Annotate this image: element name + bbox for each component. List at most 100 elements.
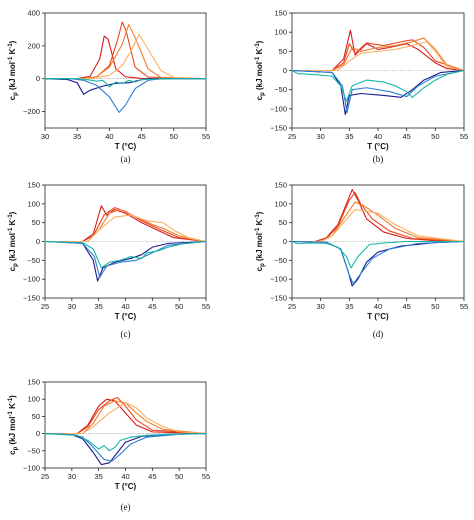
series-line-3 [291, 201, 465, 243]
y-tick-label: 0 [36, 237, 40, 246]
y-tick-label: 150 [27, 181, 40, 190]
x-tick-label: 40 [121, 302, 129, 311]
series-line-1 [44, 35, 207, 80]
x-tick-label: 35 [94, 302, 102, 311]
x-tick-label: 55 [202, 302, 210, 311]
y-tick-label: 0 [283, 237, 287, 246]
series-line-5 [44, 240, 207, 282]
x-tick-label: 45 [148, 302, 156, 311]
y-tick-label: −150 [270, 294, 287, 303]
y-tick-label: 0 [36, 74, 40, 83]
series-line-7 [291, 240, 465, 269]
y-tick-label: 100 [27, 199, 40, 208]
chart-panel-e: 25 30 35 40 45 50 55 −100 −50 0 50 100 150 T (°C) cp (… [8, 378, 210, 513]
series-line-2 [44, 21, 207, 80]
x-tick-label: 25 [288, 132, 296, 141]
x-tick-label: 35 [73, 132, 81, 141]
plot-frame [44, 381, 207, 469]
y-tick-label: −100 [23, 275, 40, 284]
y-tick-label: 400 [27, 9, 40, 18]
series-line-2 [291, 39, 465, 72]
series-line-6 [44, 433, 207, 462]
series-line-6 [291, 69, 465, 114]
panel-label: (d) [373, 329, 384, 339]
series-line-2 [291, 191, 465, 243]
x-tick-label: 50 [175, 472, 183, 481]
y-tick-label: 150 [274, 9, 287, 18]
series-line-1 [291, 29, 465, 72]
x-axis-label: T (°C) [115, 142, 137, 151]
series-line-4 [44, 402, 207, 435]
series-line-3 [44, 208, 207, 243]
series-line-3 [291, 37, 465, 72]
x-tick-label: 40 [121, 472, 129, 481]
x-tick-label: 25 [41, 302, 49, 311]
x-axis-label: T (°C) [115, 312, 137, 321]
y-tick-label: 0 [283, 66, 287, 75]
x-tick-label: 35 [345, 302, 353, 311]
x-tick-label: 55 [460, 132, 468, 141]
series-line-3 [44, 400, 207, 435]
y-tick-label: 50 [279, 47, 287, 56]
y-tick-label: 150 [27, 378, 40, 387]
chart-panel-d: 25 30 35 40 45 50 55 −150 −100 −50 0 50 100 150 T (°C)… [255, 181, 468, 340]
series-line-4 [44, 33, 207, 80]
x-tick-label: 40 [374, 132, 382, 141]
x-axis-label: T (°C) [367, 312, 389, 321]
x-tick-label: 45 [402, 132, 410, 141]
x-tick-label: 55 [202, 132, 210, 141]
x-tick-label: 25 [41, 472, 49, 481]
y-tick-label: −50 [274, 85, 287, 94]
series-line-6 [291, 240, 465, 285]
x-tick-label: 30 [41, 132, 49, 141]
y-axis-label: cp (kJ mol-1 K-1) [8, 395, 19, 455]
series-line-3 [44, 23, 207, 80]
series-line-7 [44, 433, 207, 452]
chart-panel-c: 25 30 35 40 45 50 55 −150 −100 −50 0 50 100 150 T (°C)… [8, 181, 210, 340]
series-line-7 [44, 240, 207, 269]
y-tick-label: −100 [23, 464, 40, 473]
y-tick-label: 100 [274, 28, 287, 37]
panel-label: (e) [121, 502, 131, 512]
series-line-4 [291, 41, 465, 72]
panel-label: (b) [373, 154, 384, 164]
x-tick-label: 55 [460, 302, 468, 311]
y-tick-label: 0 [36, 429, 40, 438]
x-tick-label: 50 [431, 132, 439, 141]
y-axis-label: cp (kJ mol-1 K-1) [255, 40, 266, 100]
y-tick-label: −150 [23, 294, 40, 303]
x-tick-label: 40 [374, 302, 382, 311]
x-tick-label: 45 [148, 472, 156, 481]
series-line-4 [44, 214, 207, 243]
series-line-7 [291, 69, 465, 102]
x-tick-label: 45 [402, 302, 410, 311]
x-tick-label: 50 [170, 132, 178, 141]
y-tick-label: −50 [274, 256, 287, 265]
y-tick-label: −100 [270, 275, 287, 284]
series-line-5 [291, 240, 465, 287]
x-tick-label: 30 [68, 302, 76, 311]
x-axis-label: T (°C) [367, 142, 389, 151]
y-tick-label: 50 [32, 412, 40, 421]
y-axis-label: cp (kJ mol-1 K-1) [255, 211, 266, 271]
y-tick-label: 150 [274, 181, 287, 190]
panel-label: (c) [121, 329, 131, 339]
series-line-5 [44, 78, 207, 95]
x-tick-label: 50 [431, 302, 439, 311]
y-axis-label: cp (kJ mol-1 K-1) [8, 40, 19, 100]
series-line-5 [291, 69, 465, 116]
y-tick-label: 100 [274, 199, 287, 208]
series-line-1 [44, 398, 207, 435]
y-tick-label: 50 [279, 218, 287, 227]
series-line-4 [291, 208, 465, 243]
x-tick-label: 35 [345, 132, 353, 141]
x-axis-label: T (°C) [115, 482, 137, 491]
y-tick-label: −200 [23, 107, 40, 116]
series-line-6 [44, 78, 207, 113]
y-tick-label: 50 [32, 218, 40, 227]
x-tick-label: 55 [202, 472, 210, 481]
y-tick-label: 200 [27, 41, 40, 50]
series-line-1 [291, 188, 465, 243]
y-tick-label: −150 [270, 124, 287, 133]
